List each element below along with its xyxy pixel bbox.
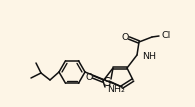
Text: O: O — [85, 73, 93, 82]
Text: S: S — [103, 76, 111, 88]
Text: Cl: Cl — [161, 30, 170, 39]
Text: O: O — [121, 33, 129, 42]
Text: NH₂: NH₂ — [107, 85, 125, 94]
Text: NH: NH — [142, 51, 156, 60]
